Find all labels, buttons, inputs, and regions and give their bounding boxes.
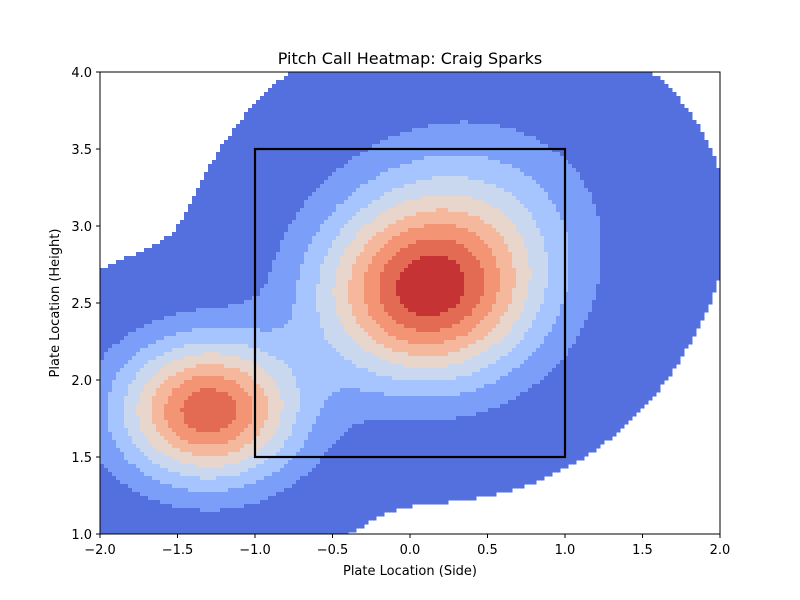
x-tick-label: 0.5 <box>477 543 498 558</box>
x-tick-label: 2.0 <box>710 543 731 558</box>
density-contours <box>100 72 720 534</box>
x-tick-label: −1.0 <box>239 543 271 558</box>
y-tick-label: 2.5 <box>71 297 92 312</box>
y-axis: 1.0 1.5 2.0 2.5 3.0 3.5 4.0 <box>71 66 100 543</box>
y-tick-label: 3.0 <box>71 220 92 235</box>
x-tick-label: 1.0 <box>555 543 576 558</box>
strike-zone-box <box>253 147 567 459</box>
x-axis: −2.0 −1.5 −1.0 −0.5 0.0 0.5 1.0 1.5 2.0 <box>84 534 730 558</box>
x-tick-label: 1.5 <box>632 543 653 558</box>
y-tick-label: 4.0 <box>71 66 92 81</box>
y-tick-label: 1.5 <box>71 451 92 466</box>
x-tick-label: −1.5 <box>162 543 194 558</box>
y-tick-label: 2.0 <box>71 374 92 389</box>
y-tick-label: 1.0 <box>71 528 92 543</box>
y-axis-label: Plate Location (Height) <box>48 229 63 378</box>
y-tick-label: 3.5 <box>71 143 92 158</box>
chart-title: Pitch Call Heatmap: Craig Sparks <box>278 49 543 68</box>
x-axis-label: Plate Location (Side) <box>343 564 477 579</box>
x-tick-label: 0.0 <box>400 543 421 558</box>
x-tick-label: −2.0 <box>84 543 116 558</box>
x-tick-label: −0.5 <box>317 543 349 558</box>
